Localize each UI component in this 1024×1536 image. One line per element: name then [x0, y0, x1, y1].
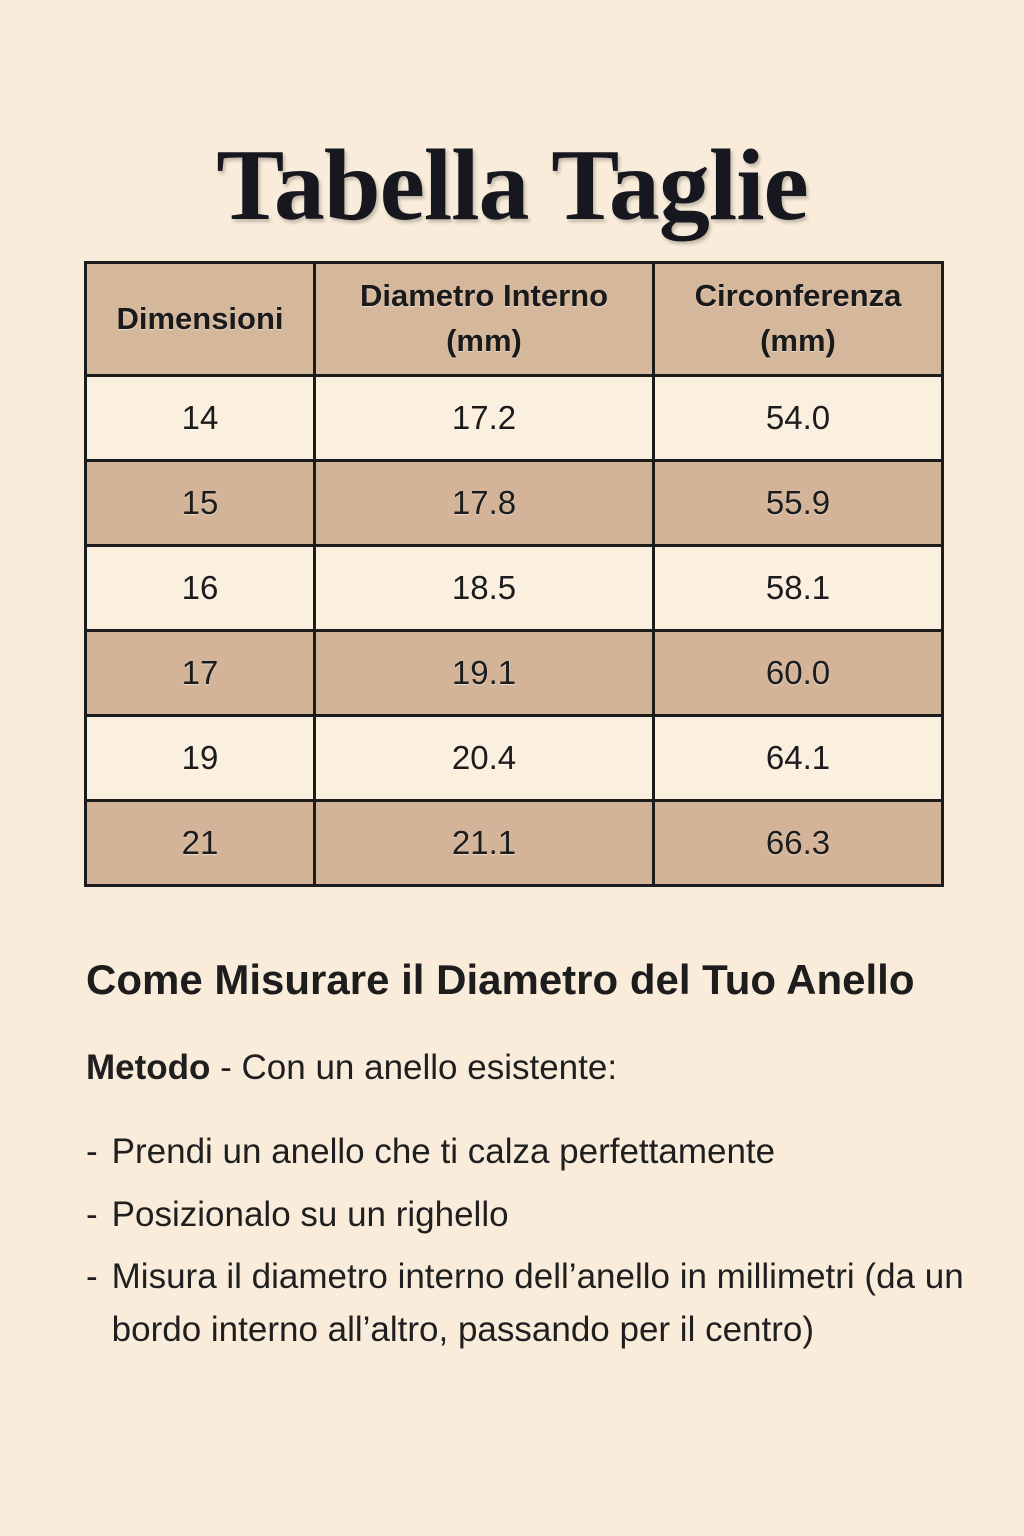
bullet-dash: -: [86, 1257, 98, 1296]
column-header-diametro-interno: Diametro Interno (mm): [313, 261, 655, 377]
cell-diameter: 20.4: [313, 714, 655, 802]
list-item: - Prendi un anello che ti calza perfetta…: [86, 1126, 991, 1179]
method-label: Metodo: [86, 1048, 211, 1087]
page-title: Tabella Taglie: [216, 129, 809, 243]
guide-method-line: Metodo - Con un anello esistente:: [86, 1048, 966, 1088]
list-item: - Misura il diametro interno dell’anello…: [86, 1251, 991, 1356]
bullet-text: Prendi un anello che ti calza perfettame…: [111, 1132, 776, 1171]
table-row: 14 17.2 54.0: [84, 374, 944, 462]
cell-diameter: 19.1: [313, 629, 655, 717]
cell-size: 16: [84, 544, 316, 632]
cell-size: 17: [84, 629, 316, 717]
bullet-text: Misura il diametro interno dell’anello i…: [111, 1257, 964, 1349]
bullet-text: Posizionalo su un righello: [111, 1194, 509, 1234]
cell-diameter: 21.1: [313, 799, 655, 887]
table-row: 21 21.1 66.3: [84, 799, 944, 887]
guide-heading: Come Misurare il Diametro del Tuo Anello: [86, 956, 915, 1003]
method-text: - Con un anello esistente:: [210, 1048, 618, 1087]
table-row: 19 20.4 64.1: [84, 714, 944, 802]
cell-circumference: 64.1: [652, 714, 944, 802]
cell-circumference: 55.9: [652, 459, 944, 547]
cell-diameter: 18.5: [313, 544, 655, 632]
cell-circumference: 54.0: [652, 374, 944, 462]
table-row: 16 18.5 58.1: [84, 544, 944, 632]
cell-size: 19: [84, 714, 316, 802]
cell-size: 21: [84, 799, 316, 887]
cell-circumference: 60.0: [652, 629, 944, 717]
cell-circumference: 58.1: [652, 544, 944, 632]
ring-size-table: Dimensioni Diametro Interno (mm) Circonf…: [84, 261, 944, 887]
column-header-dimensioni: Dimensioni: [84, 261, 316, 377]
cell-size: 14: [84, 374, 316, 462]
column-header-circonferenza: Circonferenza (mm): [652, 261, 944, 377]
bullet-dash: -: [86, 1194, 98, 1234]
bullet-dash: -: [86, 1132, 98, 1171]
table-header-row: Dimensioni Diametro Interno (mm) Circonf…: [84, 261, 944, 377]
guide-bullet-list: - Prendi un anello che ti calza perfetta…: [86, 1126, 991, 1366]
table-row: 17 19.1 60.0: [84, 629, 944, 717]
cell-size: 15: [84, 459, 316, 547]
list-item: - Posizionalo su un righello: [86, 1189, 991, 1242]
cell-diameter: 17.2: [313, 374, 655, 462]
cell-diameter: 17.8: [313, 459, 655, 547]
cell-circumference: 66.3: [652, 799, 944, 887]
table-row: 15 17.8 55.9: [84, 459, 944, 547]
